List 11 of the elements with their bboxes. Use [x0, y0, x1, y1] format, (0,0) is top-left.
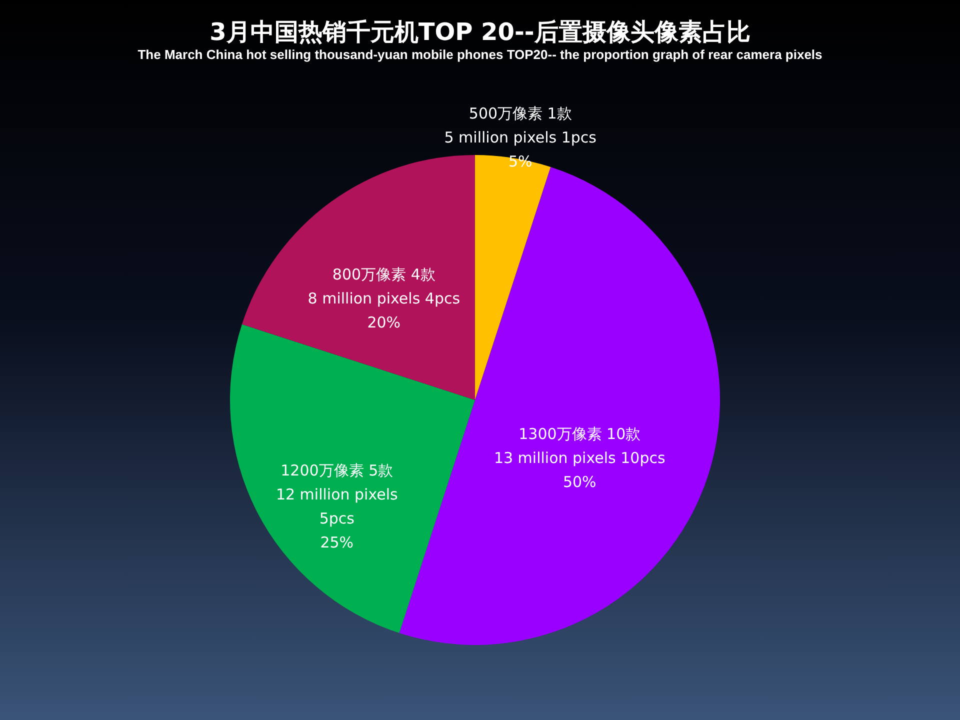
pie-slice [475, 155, 551, 400]
chart-title: 3月中国热销千元机TOP 20--后置摄像头像素占比 [210, 18, 750, 46]
data-label: 50% [562, 472, 596, 491]
pie-slice [242, 155, 475, 400]
data-label: 20% [367, 314, 401, 332]
slice-label: 1300万像素 10款 13 million pixels 10pcs [494, 424, 666, 467]
slice-label: 800万像素 4款 8 million pixels 4pcs [308, 266, 460, 308]
data-label: 25% [320, 533, 354, 552]
chart-subtitle: The March China hot selling thousand-yuan mobile phones TOP20-- the proportion graph of rear camera pixels [138, 47, 822, 62]
slice-label: 1200万像素 5款 12 million pixels 5pcs [276, 461, 398, 528]
slice-label: 500万像素 1款 5 million pixels 1pcs [444, 104, 597, 147]
